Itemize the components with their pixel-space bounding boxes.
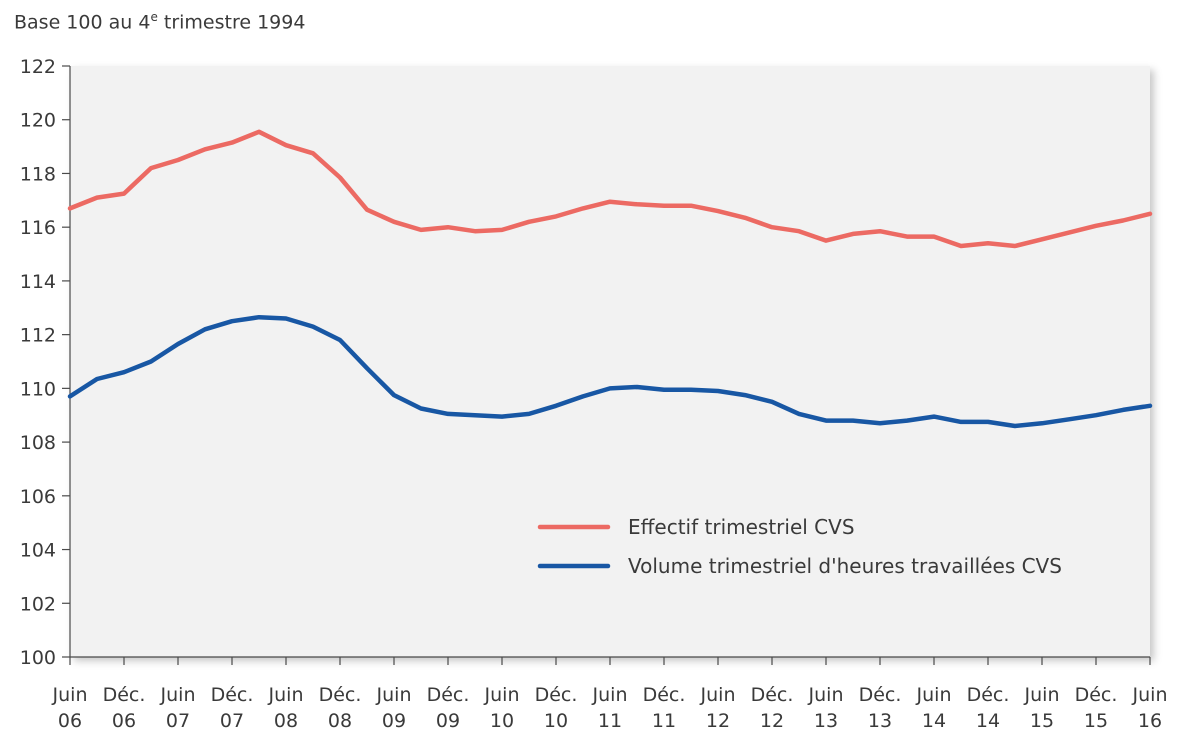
x-tick-label-line2: 10 [544, 710, 568, 732]
x-tick-label-line2: 14 [922, 710, 946, 732]
legend: Effectif trimestriel CVS Volume trimestri… [537, 515, 1062, 578]
x-tick-label-line1: Juin [1132, 684, 1168, 706]
x-tick-label-line2: 09 [436, 710, 460, 732]
series-layer [67, 129, 1153, 429]
series-line-2 [67, 314, 1153, 429]
x-tick-label-line1: Déc. [751, 684, 794, 706]
series-line-1 [67, 129, 1153, 249]
x-tick-label-line1: Juin [376, 684, 412, 706]
legend-label-1: Effectif trimestriel CVS [628, 515, 855, 539]
legend-label-2: Volume trimestriel d'heures travaillées … [628, 554, 1062, 578]
y-tick-label: 112 [20, 325, 56, 347]
x-tick-label-line2: 08 [274, 710, 298, 732]
y-tick-label: 114 [20, 271, 56, 293]
x-tick-label-line2: 07 [220, 710, 244, 732]
subtitle-prefix: Base 100 au 4 [14, 11, 151, 34]
y-tick-label: 120 [20, 110, 56, 132]
x-tick-label-line1: Juin [484, 684, 520, 706]
x-tick-label-line2: 12 [760, 710, 784, 732]
x-tick-label-line2: 13 [814, 710, 838, 732]
x-tick-label-line1: Juin [160, 684, 196, 706]
axes: 100 102 104 106 108 110 112 114 116 118 120 122 Juin… [20, 56, 1168, 732]
y-tick-label: 102 [20, 593, 56, 615]
x-tick-label-line2: 10 [490, 710, 514, 732]
x-tick-label-line1: Déc. [319, 684, 362, 706]
y-tick-label: 118 [20, 163, 56, 185]
x-tick-label-line1: Juin [1024, 684, 1060, 706]
x-tick-label-line2: 15 [1030, 710, 1054, 732]
subtitle-suffix: trimestre 1994 [157, 11, 306, 34]
x-tick-label-line1: Juin [268, 684, 304, 706]
x-tick-label-line2: 08 [328, 710, 352, 732]
x-tick-label-line2: 11 [598, 710, 622, 732]
x-tick-label-line1: Juin [808, 684, 844, 706]
x-tick-label-line2: 14 [976, 710, 1000, 732]
x-tick-label-line2: 12 [706, 710, 730, 732]
x-tick-label-line2: 16 [1138, 710, 1162, 732]
x-tick-label-line1: Déc. [103, 684, 146, 706]
y-tick-label: 106 [20, 486, 56, 508]
x-tick-label-line1: Déc. [535, 684, 578, 706]
y-tick-label: 108 [20, 432, 56, 454]
y-tick-label: 104 [20, 540, 56, 562]
x-tick-label-line2: 06 [58, 710, 82, 732]
x-tick-label-line2: 11 [652, 710, 676, 732]
x-tick-label-line1: Déc. [1075, 684, 1118, 706]
plot-area [70, 66, 1150, 657]
y-tick-label: 100 [20, 647, 56, 669]
x-tick-label-line1: Juin [52, 684, 88, 706]
x-tick-label-line2: 15 [1084, 710, 1108, 732]
x-tick-label-line2: 13 [868, 710, 892, 732]
x-tick-label-line1: Juin [916, 684, 952, 706]
x-tick-label-line1: Déc. [967, 684, 1010, 706]
subtitle-sup: e [150, 10, 158, 24]
x-tick-label-line1: Déc. [211, 684, 254, 706]
x-tick-label-line1: Déc. [643, 684, 686, 706]
x-tick-label-line2: 07 [166, 710, 190, 732]
chart-subtitle: Base 100 au 4e trimestre 1994 [14, 10, 305, 33]
y-tick-label: 122 [20, 56, 56, 78]
x-tick-label-line1: Déc. [859, 684, 902, 706]
x-tick-label-line2: 06 [112, 710, 136, 732]
x-tick-label-line1: Déc. [427, 684, 470, 706]
y-tick-label: 110 [20, 378, 56, 400]
x-tick-label-line2: 09 [382, 710, 406, 732]
y-tick-label: 116 [20, 217, 56, 239]
x-tick-label-line1: Juin [592, 684, 628, 706]
x-tick-label-line1: Juin [700, 684, 736, 706]
